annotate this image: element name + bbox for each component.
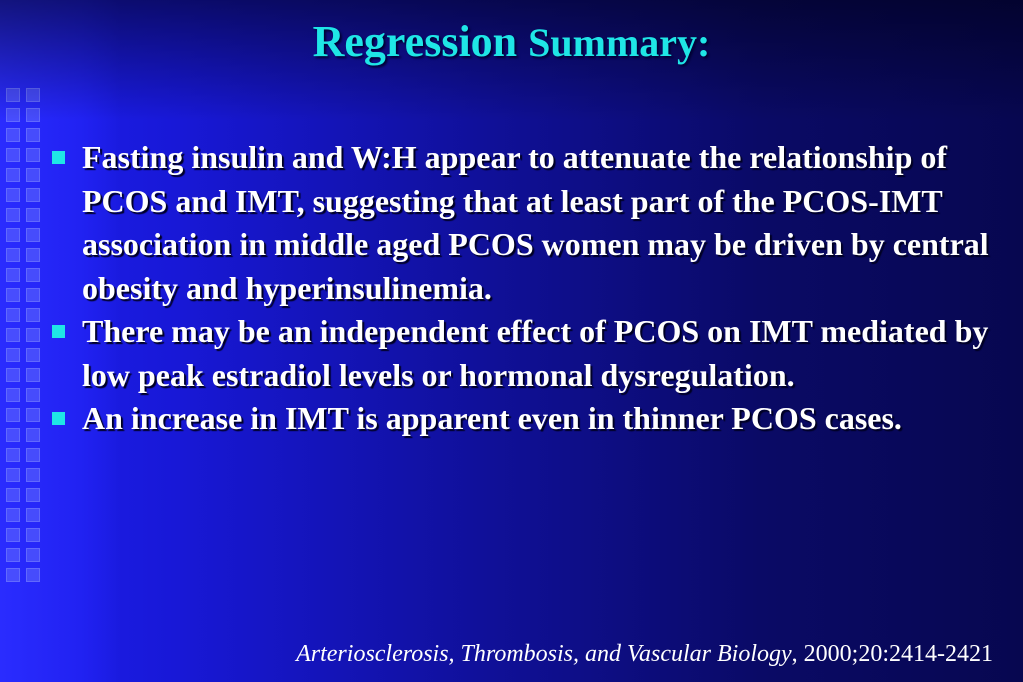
decorative-square [26,308,40,322]
decorative-square [26,348,40,362]
decorative-square [6,468,20,482]
decorative-square [6,88,20,102]
decorative-square [26,548,40,562]
slide-title-part2: Summary: [528,20,711,65]
decorative-square [6,368,20,382]
citation-details: , 2000;20:2414-2421 [791,641,993,667]
decorative-square [26,108,40,122]
citation-journal: Arteriosclerosis, Thrombosis, and Vascul… [296,641,792,667]
decorative-square [6,408,20,422]
decorative-square [26,488,40,502]
decorative-square [26,228,40,242]
decorative-square [26,188,40,202]
decorative-square [26,468,40,482]
decorative-square [26,428,40,442]
decorative-square [6,248,20,262]
decorative-square [26,508,40,522]
decorative-square [26,368,40,382]
decorative-square [6,328,20,342]
decorative-square [6,288,20,302]
bullet-list: Fasting insulin and W:H appear to attenu… [50,136,1000,441]
bullet-item: There may be an independent effect of PC… [50,310,1000,397]
decorative-square [6,548,20,562]
bullet-item: An increase in IMT is apparent even in t… [50,397,1000,441]
decorative-square [26,208,40,222]
decorative-square [26,448,40,462]
decorative-square [26,528,40,542]
decorative-square [6,388,20,402]
decorative-square [6,208,20,222]
decorative-square [6,428,20,442]
square-bullet-icon [52,325,65,338]
decorative-square [26,88,40,102]
bullet-item: Fasting insulin and W:H appear to attenu… [50,136,1000,310]
decorative-square [6,488,20,502]
decorative-square [6,188,20,202]
decorative-square [6,228,20,242]
decorative-square [6,528,20,542]
decorative-square [26,268,40,282]
decorative-square [6,168,20,182]
slide-title: Regression Summary: [0,14,1023,71]
decorative-square [26,408,40,422]
decorative-square [26,168,40,182]
slide-title-part1: Regression [312,17,518,66]
square-bullet-icon [52,412,65,425]
decorative-square [26,388,40,402]
decorative-square [6,568,20,582]
bullet-text: An increase in IMT is apparent even in t… [82,400,902,436]
bullet-text: Fasting insulin and W:H appear to attenu… [82,139,989,306]
decorative-square [26,128,40,142]
citation: Arteriosclerosis, Thrombosis, and Vascul… [296,638,993,670]
decorative-square [26,568,40,582]
decorative-square [6,308,20,322]
decorative-square [26,288,40,302]
decorative-square [26,328,40,342]
decorative-square [6,508,20,522]
decorative-square [6,268,20,282]
decorative-square [6,448,20,462]
bullet-text: There may be an independent effect of PC… [82,313,989,393]
square-bullet-icon [52,151,65,164]
decorative-square [6,348,20,362]
decorative-square [26,148,40,162]
decorative-square [6,108,20,122]
decorative-square [6,128,20,142]
decorative-square [6,148,20,162]
decorative-square-pattern [6,88,42,608]
decorative-square [26,248,40,262]
